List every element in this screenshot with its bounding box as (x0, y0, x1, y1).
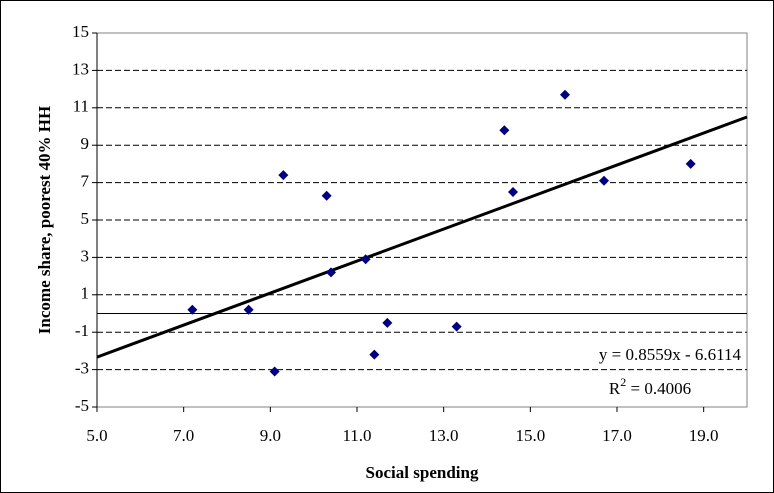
point (499, 125, 510, 136)
x-tick-label: 11.0 (342, 426, 371, 445)
y-tick-label: 7 (81, 172, 90, 191)
x-tick-label: 15.0 (515, 426, 545, 445)
x-axis-title: Social spending (366, 463, 479, 482)
y-tick-label: 5 (81, 209, 90, 228)
x-tick-label: 19.0 (689, 426, 719, 445)
point (321, 190, 332, 201)
point (360, 254, 371, 265)
y-tick-label: -5 (75, 396, 89, 415)
point (599, 175, 609, 186)
point (382, 317, 393, 328)
y-tick-label: 15 (72, 22, 89, 41)
y-tick-label: 9 (81, 134, 90, 153)
x-tick-label: 5.0 (86, 426, 107, 445)
point (451, 321, 462, 332)
y-axis-title: Income share, poorest 40% HH (35, 106, 54, 334)
y-tick-label: 13 (72, 59, 89, 78)
trendline-equation: y = 0.8559x - 6.6114 (599, 345, 742, 364)
r-squared: R2 = 0.4006 (609, 375, 691, 398)
y-tick-label: 1 (81, 284, 90, 303)
point (243, 304, 254, 315)
x-tick-label: 17.0 (602, 426, 632, 445)
point (560, 89, 570, 100)
r-squared-base: R (609, 379, 621, 398)
point (685, 158, 696, 169)
x-tick-label: 13.0 (429, 426, 459, 445)
point (508, 186, 518, 197)
x-tick-label: 9.0 (260, 426, 281, 445)
y-tick-label: 3 (81, 246, 90, 265)
y-tick-label: -3 (75, 359, 89, 378)
y-tick-label: 11 (73, 97, 89, 116)
point (326, 267, 336, 278)
x-tick-label: 7.0 (173, 426, 194, 445)
point (369, 349, 380, 360)
point (187, 304, 198, 315)
point (278, 170, 289, 181)
trendline (96, 115, 748, 359)
r-squared-sup: 2 (620, 375, 626, 389)
point (269, 366, 280, 377)
y-tick-label: -1 (75, 321, 89, 340)
r-squared-rest: = 0.4006 (626, 379, 691, 398)
